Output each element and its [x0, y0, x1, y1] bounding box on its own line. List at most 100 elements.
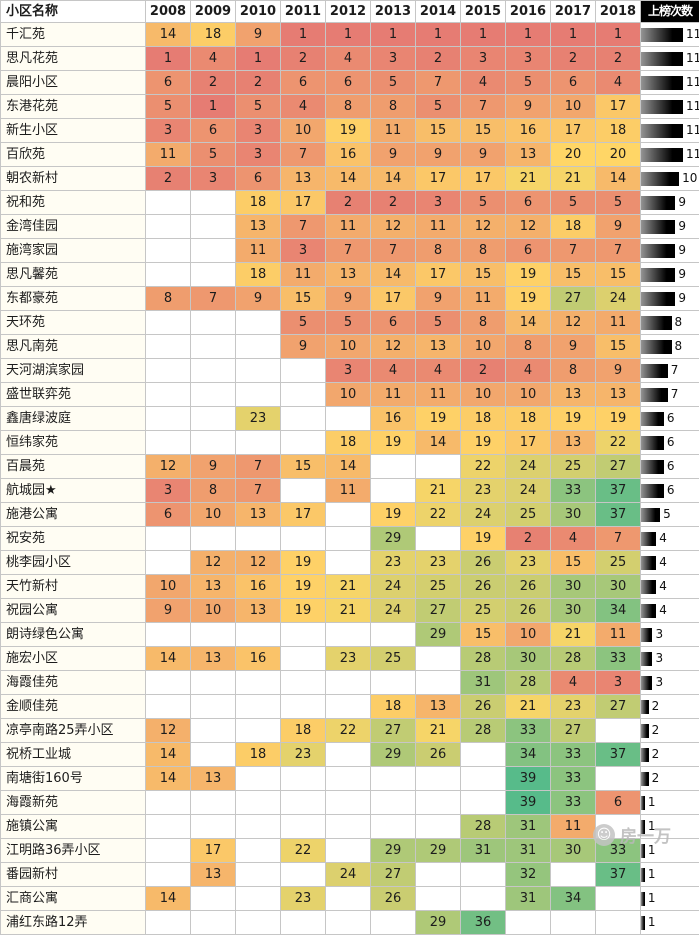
rank-cell: 3 — [146, 119, 191, 143]
community-name: 盛世联弈苑 — [1, 383, 146, 407]
rank-cell — [596, 911, 641, 935]
rank-cell: 1 — [281, 23, 326, 47]
rank-cell: 22 — [326, 719, 371, 743]
rank-cell: 23 — [416, 551, 461, 575]
rank-cell: 37 — [596, 479, 641, 503]
count-cell: 4 — [641, 527, 699, 551]
count-value: 2 — [652, 768, 660, 789]
count-value: 1 — [648, 864, 656, 885]
count-bar — [641, 700, 649, 714]
rank-cell: 8 — [551, 359, 596, 383]
rank-cell — [371, 671, 416, 695]
rank-cell: 26 — [461, 575, 506, 599]
rank-cell — [416, 815, 461, 839]
rank-cell: 18 — [371, 695, 416, 719]
count-bar — [641, 244, 675, 258]
rank-cell: 9 — [236, 23, 281, 47]
rank-cell: 6 — [281, 71, 326, 95]
rank-cell: 28 — [506, 671, 551, 695]
rank-cell: 1 — [191, 95, 236, 119]
rank-cell — [146, 239, 191, 263]
rank-cell: 10 — [461, 383, 506, 407]
rank-cell: 11 — [461, 287, 506, 311]
count-bar — [641, 340, 672, 354]
rank-cell: 3 — [506, 47, 551, 71]
rank-cell: 27 — [596, 455, 641, 479]
rank-cell: 8 — [326, 95, 371, 119]
rank-cell — [191, 215, 236, 239]
rank-cell: 5 — [461, 191, 506, 215]
column-header-year: 2011 — [281, 1, 326, 23]
rank-cell: 6 — [371, 311, 416, 335]
rank-cell: 2 — [326, 191, 371, 215]
rank-cell: 18 — [551, 215, 596, 239]
community-name: 祝和苑 — [1, 191, 146, 215]
count-bar — [641, 292, 675, 306]
rank-cell — [461, 767, 506, 791]
rank-cell: 17 — [596, 95, 641, 119]
rank-cell — [191, 815, 236, 839]
rank-cell: 31 — [506, 815, 551, 839]
rank-cell: 23 — [236, 407, 281, 431]
rank-cell — [416, 863, 461, 887]
community-name: 番园新村 — [1, 863, 146, 887]
count-value: 11 — [686, 96, 699, 117]
rank-cell — [236, 335, 281, 359]
rank-cell — [551, 863, 596, 887]
count-cell: 4 — [641, 575, 699, 599]
rank-cell — [281, 623, 326, 647]
rank-cell: 10 — [506, 383, 551, 407]
rank-cell — [281, 527, 326, 551]
rank-cell: 14 — [371, 263, 416, 287]
count-cell: 1 — [641, 791, 699, 815]
rank-cell — [416, 527, 461, 551]
count-cell: 1 — [641, 815, 699, 839]
community-name: 百晨苑 — [1, 455, 146, 479]
rank-cell: 2 — [551, 47, 596, 71]
table-row: 晨阳小区6226657456411 — [1, 71, 699, 95]
community-name: 鑫唐绿波庭 — [1, 407, 146, 431]
rank-cell: 5 — [371, 71, 416, 95]
count-value: 9 — [678, 264, 686, 285]
rank-cell: 19 — [461, 527, 506, 551]
rank-cell: 10 — [461, 335, 506, 359]
rank-cell: 23 — [506, 551, 551, 575]
rank-cell: 7 — [191, 287, 236, 311]
rank-cell: 33 — [551, 479, 596, 503]
rank-cell: 2 — [596, 47, 641, 71]
rank-cell — [146, 671, 191, 695]
rank-cell: 5 — [551, 191, 596, 215]
rank-cell: 27 — [371, 719, 416, 743]
rank-cell: 19 — [461, 431, 506, 455]
rank-cell: 9 — [146, 599, 191, 623]
community-name: 金顺佳苑 — [1, 695, 146, 719]
rank-cell: 4 — [596, 71, 641, 95]
column-header-year: 2014 — [416, 1, 461, 23]
rank-cell — [191, 887, 236, 911]
rank-cell: 17 — [551, 119, 596, 143]
rank-cell — [596, 887, 641, 911]
rank-cell — [281, 407, 326, 431]
rank-cell: 14 — [326, 167, 371, 191]
rank-cell: 5 — [236, 95, 281, 119]
rank-cell: 34 — [551, 887, 596, 911]
rank-cell: 26 — [371, 887, 416, 911]
count-cell: 1 — [641, 911, 699, 935]
rank-cell: 21 — [416, 479, 461, 503]
rank-cell: 3 — [416, 191, 461, 215]
rank-cell: 7 — [596, 239, 641, 263]
rank-cell: 6 — [236, 167, 281, 191]
rank-cell: 4 — [191, 47, 236, 71]
rank-cell: 29 — [416, 911, 461, 935]
rank-cell: 11 — [416, 383, 461, 407]
count-value: 4 — [659, 576, 667, 597]
count-value: 4 — [659, 600, 667, 621]
table-row: 新生小区363101911151516171811 — [1, 119, 699, 143]
count-cell: 3 — [641, 623, 699, 647]
